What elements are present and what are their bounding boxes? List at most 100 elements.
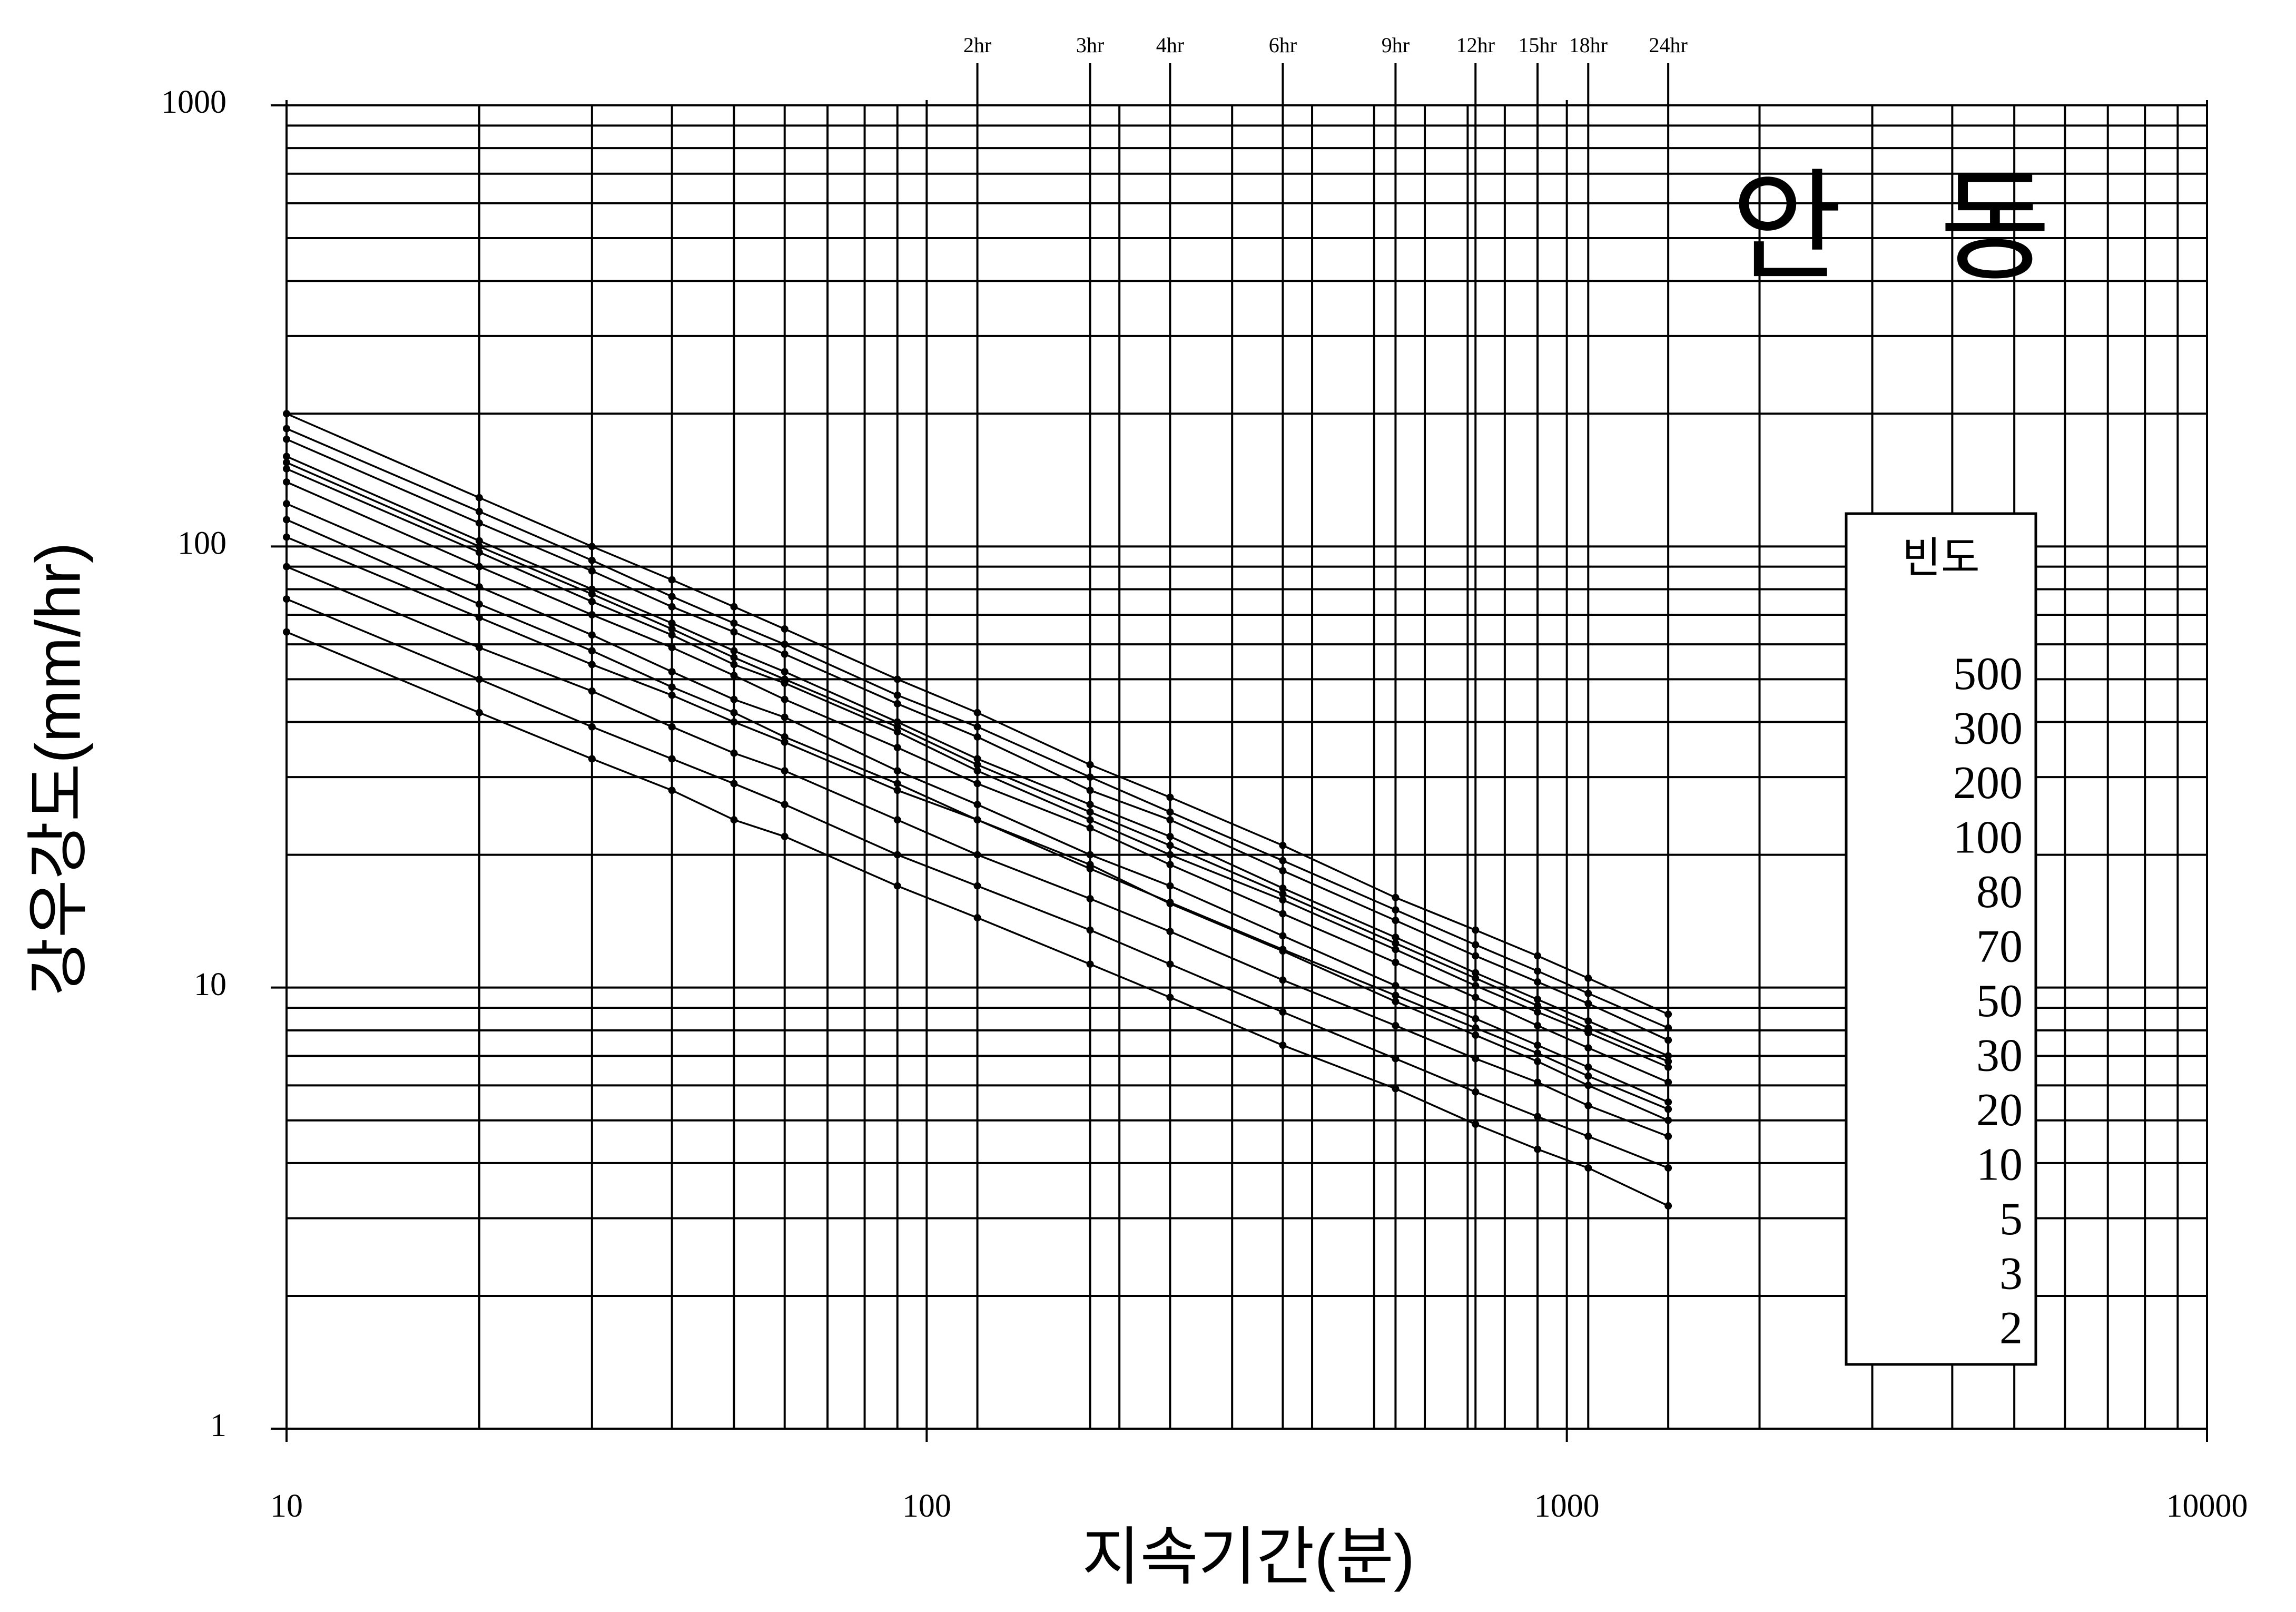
data-point bbox=[283, 458, 290, 466]
data-point bbox=[1584, 1017, 1592, 1025]
data-point bbox=[588, 611, 596, 619]
data-point bbox=[1279, 867, 1287, 874]
data-point bbox=[1166, 808, 1174, 816]
data-point bbox=[1279, 896, 1287, 904]
data-point bbox=[1472, 1120, 1480, 1128]
data-point bbox=[1279, 890, 1287, 898]
data-point bbox=[1392, 1085, 1400, 1093]
data-point bbox=[973, 780, 981, 788]
data-point bbox=[1472, 1088, 1480, 1096]
data-point bbox=[1166, 841, 1174, 849]
x2-tick-label: 18hr bbox=[1569, 33, 1608, 57]
data-point bbox=[1086, 787, 1094, 794]
data-point bbox=[1584, 1133, 1592, 1141]
data-point bbox=[1086, 895, 1094, 903]
data-point bbox=[668, 683, 676, 691]
data-point bbox=[588, 543, 596, 551]
data-point bbox=[475, 494, 483, 502]
data-point bbox=[1584, 989, 1592, 997]
data-point bbox=[1392, 893, 1400, 901]
data-point bbox=[1166, 816, 1174, 824]
data-point bbox=[730, 672, 738, 680]
data-point bbox=[475, 537, 483, 545]
data-point bbox=[781, 679, 789, 687]
data-point bbox=[1086, 926, 1094, 934]
data-point bbox=[1086, 761, 1094, 769]
data-point bbox=[730, 780, 738, 788]
data-point bbox=[1664, 1063, 1672, 1071]
data-point bbox=[893, 780, 901, 788]
data-point bbox=[1472, 994, 1480, 1001]
x2-tick-label: 4hr bbox=[1156, 33, 1184, 57]
y-tick-label: 100 bbox=[178, 526, 226, 562]
data-point bbox=[1664, 1133, 1672, 1141]
data-point bbox=[588, 755, 596, 763]
data-point bbox=[475, 508, 483, 516]
data-point bbox=[1279, 932, 1287, 940]
data-point bbox=[730, 749, 738, 757]
legend-entry: 3 bbox=[1999, 1249, 2023, 1300]
data-point bbox=[781, 713, 789, 721]
data-point bbox=[283, 465, 290, 473]
data-point bbox=[1472, 926, 1480, 934]
data-point bbox=[730, 718, 738, 726]
data-point bbox=[1534, 967, 1542, 975]
data-point bbox=[973, 882, 981, 890]
data-point bbox=[730, 661, 738, 669]
data-point bbox=[1664, 1024, 1672, 1032]
data-point bbox=[1166, 793, 1174, 801]
data-point bbox=[893, 882, 901, 890]
data-point bbox=[1664, 1098, 1672, 1106]
data-point bbox=[1279, 884, 1287, 892]
data-point bbox=[588, 687, 596, 695]
data-point bbox=[1534, 1057, 1542, 1065]
data-point bbox=[1279, 1008, 1287, 1016]
data-point bbox=[730, 603, 738, 611]
data-point bbox=[1472, 1055, 1480, 1063]
y-tick-label: 10 bbox=[194, 967, 226, 1002]
data-point bbox=[475, 675, 483, 683]
data-point bbox=[283, 595, 290, 603]
legend-entry: 5 bbox=[1999, 1194, 2023, 1245]
data-point bbox=[1166, 960, 1174, 968]
data-point bbox=[893, 700, 901, 707]
data-point bbox=[1279, 946, 1287, 954]
data-point bbox=[781, 641, 789, 648]
series-line bbox=[286, 631, 1669, 1207]
data-point bbox=[1472, 941, 1480, 949]
data-point bbox=[973, 761, 981, 769]
data-point bbox=[893, 767, 901, 775]
data-point bbox=[1392, 946, 1400, 954]
data-point bbox=[1086, 773, 1094, 781]
legend-entry: 20 bbox=[1976, 1085, 2023, 1136]
data-point bbox=[730, 695, 738, 703]
x2-tick-label: 3hr bbox=[1076, 33, 1104, 57]
data-point bbox=[1664, 1057, 1672, 1065]
x2-tick-label: 6hr bbox=[1269, 33, 1297, 57]
data-point bbox=[1584, 1044, 1592, 1052]
legend-entry: 80 bbox=[1976, 867, 2023, 918]
data-point bbox=[283, 516, 290, 524]
data-point bbox=[1166, 928, 1174, 936]
data-point bbox=[973, 816, 981, 824]
data-point bbox=[588, 590, 596, 598]
data-point bbox=[1664, 1010, 1672, 1018]
data-point bbox=[893, 675, 901, 683]
data-point bbox=[475, 543, 483, 551]
data-point bbox=[588, 647, 596, 655]
data-point bbox=[1472, 1015, 1480, 1023]
data-point bbox=[1472, 1031, 1480, 1039]
data-point bbox=[1166, 898, 1174, 906]
data-point bbox=[668, 668, 676, 676]
data-point bbox=[781, 625, 789, 633]
x2-tick-label: 15hr bbox=[1518, 33, 1556, 57]
data-point bbox=[973, 914, 981, 922]
data-point bbox=[1584, 1029, 1592, 1037]
data-point bbox=[973, 733, 981, 741]
series-line bbox=[286, 427, 1669, 1029]
data-point bbox=[973, 755, 981, 763]
data-point bbox=[668, 603, 676, 611]
data-point bbox=[1392, 998, 1400, 1006]
x2-tick-label: 2hr bbox=[963, 33, 991, 57]
